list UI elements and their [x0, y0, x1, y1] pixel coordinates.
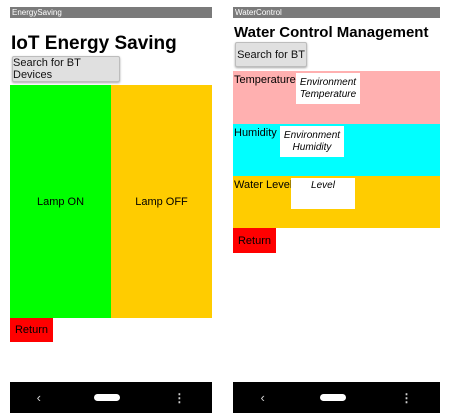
return-button[interactable]: Return	[10, 318, 53, 342]
humidity-label: Humidity	[234, 127, 277, 139]
humidity-row: Humidity Environment Humidity	[233, 124, 440, 176]
search-bt-button[interactable]: Search for BT	[235, 42, 307, 67]
page-title: Water Control Management	[234, 24, 429, 41]
water-level-value: Level	[291, 178, 355, 209]
energy-saving-screen: EnergySaving IoT Energy Saving Search fo…	[10, 0, 212, 413]
home-icon[interactable]	[94, 394, 121, 401]
search-bt-devices-button[interactable]: Search for BT Devices	[12, 56, 120, 82]
temperature-value: Environment Temperature	[296, 73, 360, 104]
system-nav-bar: ‹ ⋮	[233, 382, 440, 413]
lamp-on-label: Lamp ON	[36, 195, 85, 208]
lamp-on-button[interactable]: Lamp ON	[10, 85, 111, 318]
back-icon[interactable]: ‹	[260, 390, 265, 405]
app-title-bar: WaterControl	[233, 7, 440, 18]
water-level-row: Water Level Level	[233, 176, 440, 228]
temperature-label: Temperature	[234, 74, 296, 86]
system-nav-bar: ‹ ⋮	[10, 382, 212, 413]
home-icon[interactable]	[319, 394, 346, 401]
lamp-off-label: Lamp OFF	[135, 195, 188, 208]
back-icon[interactable]: ‹	[36, 390, 41, 405]
humidity-value: Environment Humidity	[280, 126, 344, 157]
water-level-label: Water Level	[234, 179, 293, 191]
water-control-screen: WaterControl Water Control Management Se…	[233, 0, 440, 413]
app-title-bar: EnergySaving	[10, 7, 212, 18]
temperature-row: Temperature Environment Temperature	[233, 71, 440, 124]
menu-icon[interactable]: ⋮	[173, 390, 186, 405]
menu-icon[interactable]: ⋮	[400, 390, 413, 405]
page-title: IoT Energy Saving	[11, 33, 177, 54]
return-button[interactable]: Return	[233, 228, 276, 253]
lamp-off-button[interactable]: Lamp OFF	[111, 85, 212, 318]
